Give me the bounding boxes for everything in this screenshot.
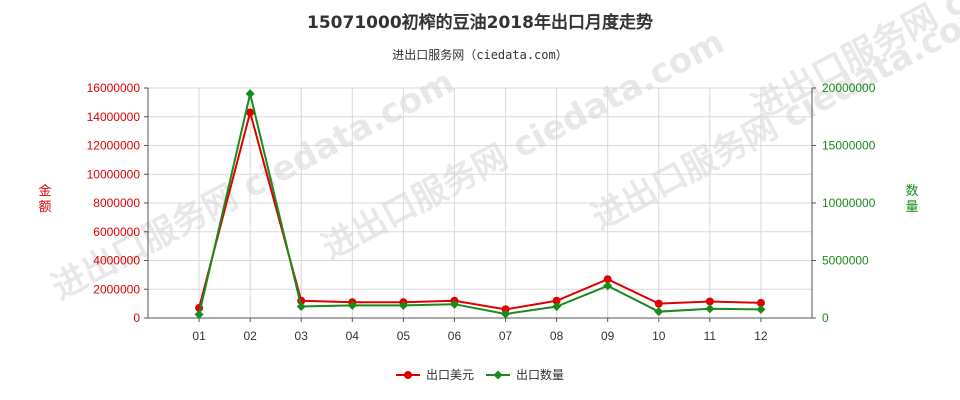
y-right-tick-label: 15000000 — [822, 139, 876, 153]
axis-title-char: 量 — [905, 200, 918, 215]
data-point — [246, 108, 255, 117]
x-tick-label: 12 — [754, 329, 768, 343]
y-left-tick-label: 16000000 — [87, 81, 141, 95]
y-right-tick-label: 10000000 — [822, 196, 876, 210]
x-tick-label: 07 — [499, 329, 513, 343]
legend-item-1: 出口美元 — [396, 368, 474, 382]
legend: 出口美元 出口数量 — [396, 367, 564, 382]
chart-subtitle: 进出口服务网（ciedata.com） — [392, 48, 568, 62]
data-point — [603, 281, 613, 291]
data-point — [705, 304, 715, 314]
y-right-tick-label: 5000000 — [822, 254, 869, 268]
x-tick-label: 04 — [346, 329, 360, 343]
data-point — [194, 310, 204, 320]
series-line — [198, 108, 761, 311]
data-point — [603, 275, 612, 284]
chart-title: 15071000初榨的豆油2018年出口月度走势 — [307, 13, 653, 33]
y-left-tick-label: 4000000 — [93, 254, 140, 268]
series-layer — [194, 89, 766, 320]
data-point — [296, 302, 306, 311]
x-tick-label: 08 — [550, 329, 564, 343]
y-right-tick-label: 0 — [822, 311, 829, 325]
data-point — [449, 299, 459, 309]
data-point — [347, 300, 357, 310]
y-left-tick-label: 12000000 — [87, 139, 141, 153]
y-right-tick-label: 20000000 — [822, 81, 876, 95]
series-line — [198, 93, 761, 315]
y-right-axis-title: 数量 — [905, 184, 918, 215]
data-point — [756, 304, 766, 314]
data-point — [705, 297, 714, 306]
x-tick-label: 01 — [192, 329, 206, 343]
data-point — [654, 307, 664, 317]
x-tick-label: 10 — [652, 329, 666, 343]
y-left-tick-label: 14000000 — [87, 110, 141, 124]
y-left-tick-label: 0 — [133, 311, 140, 325]
y-left-tick-label: 8000000 — [93, 196, 140, 210]
legend-marker — [493, 370, 503, 380]
x-tick-label: 03 — [295, 329, 309, 343]
y-left-axis-title: 金额 — [38, 183, 51, 215]
y-left-tick-label: 10000000 — [87, 167, 141, 181]
series-1 — [195, 108, 765, 314]
watermark-text: 进出口服务网 ciedata.com — [45, 62, 460, 308]
legend-marker — [404, 371, 412, 379]
series-2 — [194, 89, 766, 320]
data-point — [654, 299, 663, 308]
data-point — [501, 305, 510, 314]
data-point — [552, 302, 562, 311]
data-point — [501, 309, 511, 319]
x-tick-label: 09 — [601, 329, 615, 343]
data-point — [756, 298, 765, 307]
axis-title-char: 金 — [38, 183, 51, 199]
x-tick-label: 05 — [397, 329, 411, 343]
x-tick-label: 11 — [704, 329, 717, 343]
legend-label: 出口数量 — [516, 367, 564, 382]
y-left-tick-label: 6000000 — [93, 225, 140, 239]
axis-title-char: 额 — [38, 200, 51, 215]
y-left-tick-label: 2000000 — [93, 282, 140, 296]
x-tick-label: 02 — [243, 329, 257, 343]
axis-title-char: 数 — [905, 184, 918, 199]
legend-item-2: 出口数量 — [486, 367, 564, 382]
axes: 0200000040000006000000800000010000000120… — [38, 81, 918, 343]
data-point — [245, 89, 255, 99]
watermark-text: 进出口服务网 ciedata.com — [315, 22, 730, 268]
x-tick-label: 06 — [448, 329, 462, 343]
data-point — [552, 296, 561, 305]
legend-label: 出口美元 — [426, 368, 474, 382]
data-point — [398, 300, 408, 310]
